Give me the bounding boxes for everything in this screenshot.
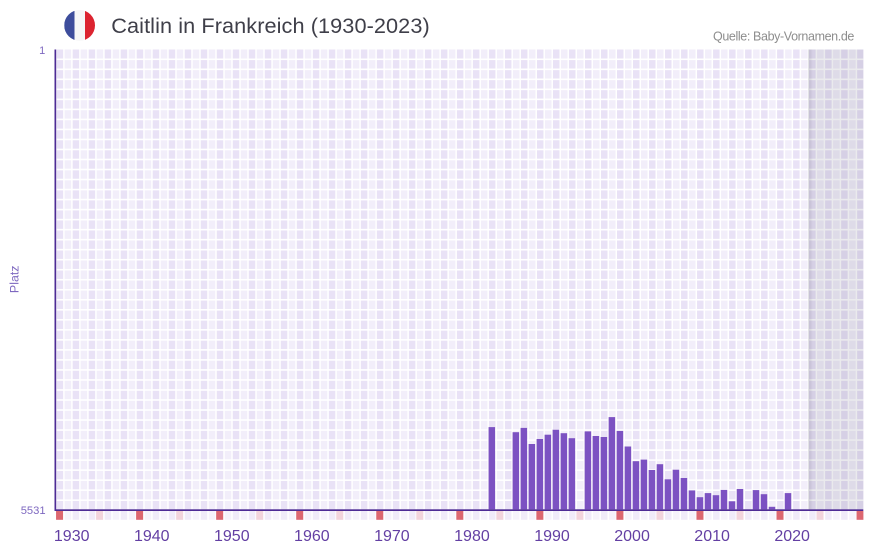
svg-text:1: 1 bbox=[39, 45, 45, 57]
svg-text:1980: 1980 bbox=[454, 528, 490, 545]
svg-text:2020: 2020 bbox=[774, 528, 810, 545]
svg-text:Quelle: Baby-Vornamen.de: Quelle: Baby-Vornamen.de bbox=[713, 30, 854, 44]
svg-text:Caitlin in Frankreich (1930-20: Caitlin in Frankreich (1930-2023) bbox=[111, 13, 429, 38]
svg-text:1990: 1990 bbox=[534, 528, 570, 545]
svg-text:1960: 1960 bbox=[294, 528, 330, 545]
svg-text:5531: 5531 bbox=[21, 505, 46, 517]
svg-text:1970: 1970 bbox=[374, 528, 410, 545]
svg-text:1930: 1930 bbox=[54, 528, 90, 545]
svg-text:2000: 2000 bbox=[614, 528, 650, 545]
svg-text:1940: 1940 bbox=[134, 528, 170, 545]
svg-text:Platz: Platz bbox=[8, 266, 22, 294]
svg-text:1950: 1950 bbox=[214, 528, 250, 545]
svg-text:2010: 2010 bbox=[694, 528, 730, 545]
